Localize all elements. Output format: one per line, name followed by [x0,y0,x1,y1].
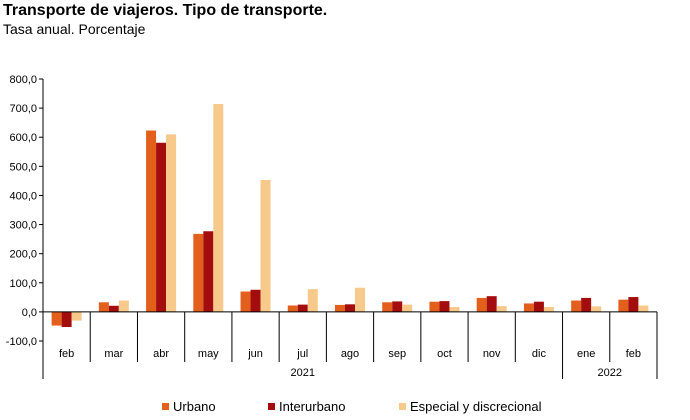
bar-interurbano-4 [203,231,214,312]
year-label: 2021 [291,367,315,379]
bar-especial-6 [307,289,318,312]
bar-interurbano-3 [156,142,167,312]
legend-label-especial: Especial y discrecional [410,399,542,414]
y-tick-label: 600,0 [9,132,37,144]
bar-urbano-12 [571,300,582,312]
x-tick-label: feb [59,348,74,360]
bar-interurbano-7 [345,304,355,312]
bar-urbano-2 [98,302,109,312]
x-tick-label: oct [437,348,452,360]
legend-item-interurbano: Interurbano [268,399,346,414]
bar-interurbano-1 [61,311,72,328]
bar-urbano-3 [146,130,157,312]
y-tick-label: 0,0 [22,307,37,319]
x-tick-label: dic [532,348,547,360]
bar-especial-2 [118,300,129,312]
legend-label-urbano: Urbano [173,399,216,414]
bar-especial-10 [496,306,507,312]
x-tick-label: feb [626,348,641,360]
bars [51,104,649,328]
y-tick-label: 200,0 [9,249,37,261]
bar-urbano-10 [476,297,487,312]
bar-urbano-8 [382,302,393,312]
x-tick-label: nov [483,348,501,360]
x-tick-label: abr [153,348,169,360]
y-axis: -100,0 0,0 100,0 200,0 300,0 400,0 500,0 600,0 7… [6,74,44,348]
bar-especial-12 [591,306,602,312]
x-tick-label: may [198,348,219,360]
y-tick-label: 800,0 [9,74,37,86]
bar-urbano-11 [523,303,534,312]
bar-especial-7 [355,287,365,312]
chart-title: Transporte de viajeros. Tipo de transpor… [3,2,328,19]
legend: Urbano Interurbano Especial y discrecion… [0,399,690,417]
x-tick-label: jul [296,348,308,360]
bar-especial-4 [213,104,224,312]
bar-urbano-9 [429,301,440,312]
bar-especial-9 [449,306,460,312]
x-tick-label: jun [247,348,263,360]
legend-swatch-urbano [162,403,169,410]
bar-especial-5 [260,180,271,312]
x-tick-label: sep [388,348,406,360]
legend-item-especial: Especial y discrecional [399,399,542,414]
chart-subtitle: Tasa anual. Porcentaje [3,21,146,37]
legend-item-urbano: Urbano [162,399,216,414]
bar-interurbano-10 [486,296,497,312]
bar-urbano-7 [335,304,345,312]
bar-interurbano-13 [628,297,639,312]
bar-urbano-6 [287,305,298,312]
bar-urbano-5 [240,291,251,312]
x-tick-label: ago [341,348,359,360]
year-label: 2022 [598,367,622,379]
x-tick-label: ene [577,348,595,360]
legend-swatch-especial [399,403,406,410]
y-tick-label: 700,0 [9,103,37,115]
y-tick-label: 100,0 [9,278,37,290]
bar-interurbano-9 [439,301,450,312]
bar-especial-3 [166,134,177,312]
y-tick-label: -100,0 [6,336,37,348]
bar-urbano-13 [618,299,629,312]
bar-especial-13 [638,305,649,312]
legend-swatch-interurbano [268,403,275,410]
y-tick-label: 400,0 [9,190,37,202]
y-tick-label: 500,0 [9,161,37,173]
bar-especial-8 [402,304,413,312]
x-axis: feb mar abr may jun jul ago sep oct nov dic ene feb 2… [42,311,658,379]
bar-especial-11 [543,306,554,312]
bar-urbano-4 [193,233,204,312]
y-tick-label: 300,0 [9,220,37,232]
bar-especial-1 [71,311,82,321]
bar-interurbano-11 [533,301,544,312]
bar-urbano-1 [51,311,62,326]
bar-interurbano-12 [581,297,592,312]
x-tick-label: mar [104,348,123,360]
bar-interurbano-2 [108,305,119,312]
legend-label-interurbano: Interurbano [279,399,346,414]
bar-interurbano-6 [297,304,308,312]
bar-interurbano-8 [392,301,403,312]
bar-interurbano-5 [250,289,261,312]
